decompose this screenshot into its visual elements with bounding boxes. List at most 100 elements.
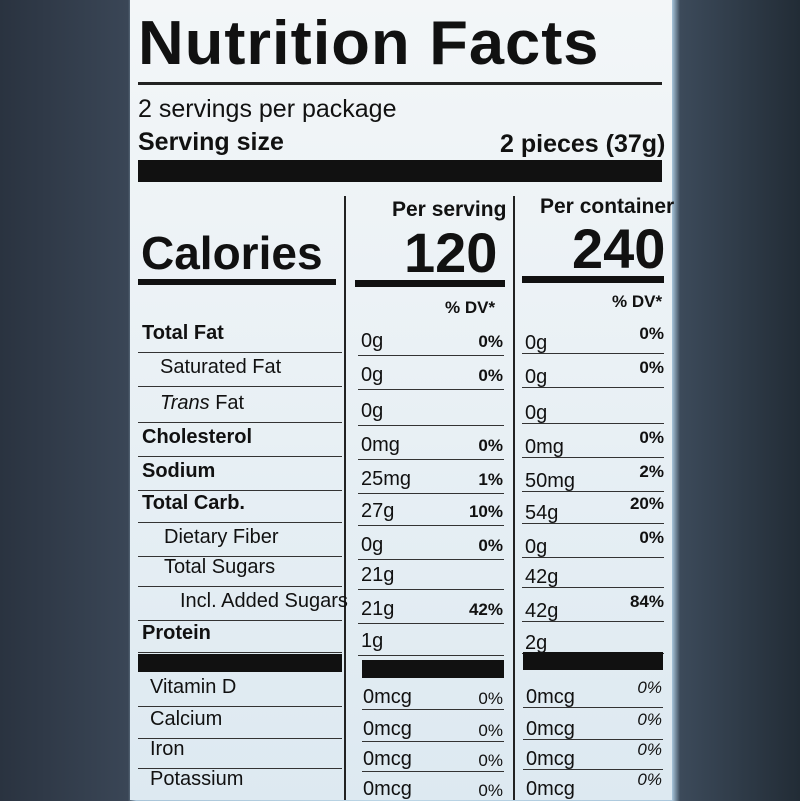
row-rule-mid xyxy=(358,559,504,560)
vitamin-serving-amount: 0mcg xyxy=(363,686,412,708)
row-rule-right xyxy=(522,491,664,492)
row-rule-left xyxy=(138,490,342,491)
dv-header-serving: % DV* xyxy=(445,298,496,317)
dv-header-container: % DV* xyxy=(612,292,663,311)
row-rule-mid xyxy=(358,425,504,426)
nutrient-name: Trans Fat xyxy=(160,392,245,414)
vitamin-serving-amount: 0mcg xyxy=(363,778,412,800)
row-rule-left xyxy=(138,586,342,587)
row-rule-mid xyxy=(358,355,504,356)
row-rule-mid xyxy=(358,655,504,656)
calories-per-serving: 120 xyxy=(404,221,498,284)
serving-amount: 0g xyxy=(361,330,384,352)
vitamin-serving-dv: 0% xyxy=(478,781,503,800)
serving-size-label: Serving size xyxy=(138,128,284,156)
nutrient-name: Sodium xyxy=(142,460,216,482)
vitamin-serving-dv: 0% xyxy=(478,721,503,740)
container-dv: 2% xyxy=(639,462,664,481)
vitamin-container-amount: 0mcg xyxy=(526,718,575,740)
calories-rule-left xyxy=(138,279,336,285)
serving-dv: 0% xyxy=(478,536,503,555)
container-dv: 84% xyxy=(629,592,664,611)
vitamin-rule-right xyxy=(523,652,663,670)
vitamin-serving-dv: 0% xyxy=(478,689,503,708)
container-dv: 0% xyxy=(639,528,664,547)
serving-amount: 21g xyxy=(361,598,395,620)
serving-amount: 1g xyxy=(361,630,384,652)
container-amount: 0g xyxy=(525,402,548,424)
row-rule-right xyxy=(522,457,664,458)
vitamin-rule-left xyxy=(138,654,342,672)
container-dv: 0% xyxy=(639,324,664,343)
nutrient-name: Dietary Fiber xyxy=(164,526,279,548)
container-amount: 0mg xyxy=(525,436,564,458)
container-amount: 50mg xyxy=(525,470,576,492)
nutrient-name: Total Fat xyxy=(142,322,224,344)
row-rule-left xyxy=(138,620,342,621)
serving-dv: 42% xyxy=(468,600,503,619)
row-rule-left xyxy=(138,352,342,353)
serving-amount: 27g xyxy=(361,500,395,522)
label-title: Nutrition Facts xyxy=(138,9,600,78)
trans-italic: Trans xyxy=(160,392,216,414)
serving-amount: 0g xyxy=(361,400,384,422)
serving-dv: 1% xyxy=(478,470,503,489)
vit-rule-mid xyxy=(362,709,504,710)
row-rule-right xyxy=(522,621,664,622)
row-rule-left xyxy=(138,522,342,523)
servings-per-package: 2 servings per package xyxy=(138,95,397,123)
calories-rule-right xyxy=(522,276,664,283)
vitamin-name: Calcium xyxy=(150,708,223,730)
row-rule-left xyxy=(138,456,342,457)
vitamin-container-amount: 0mcg xyxy=(526,778,575,800)
row-rule-mid xyxy=(358,493,504,494)
vitamin-container-dv: 0% xyxy=(637,678,662,697)
container-dv: 0% xyxy=(639,358,664,377)
container-amount: 0g xyxy=(525,366,548,388)
row-rule-mid xyxy=(358,589,504,590)
title-rule xyxy=(138,82,662,85)
row-rule-right xyxy=(522,353,664,354)
nutrient-name: Cholesterol xyxy=(142,426,253,448)
column-divider-1 xyxy=(344,196,346,800)
vitamin-container-dv: 0% xyxy=(637,770,662,789)
container-amount: 0g xyxy=(525,536,548,558)
vitamin-serving-dv: 0% xyxy=(478,751,503,770)
serving-amount: 25mg xyxy=(361,468,412,490)
nutrient-name: Total Sugars xyxy=(164,556,276,578)
vit-rule-left xyxy=(138,738,342,739)
serving-amount: 0mg xyxy=(361,434,400,456)
row-rule-right xyxy=(522,423,664,424)
row-rule-mid xyxy=(358,623,504,624)
vit-rule-left xyxy=(138,768,342,769)
vitamin-container-amount: 0mcg xyxy=(526,748,575,770)
serving-amount: 0g xyxy=(361,364,384,386)
vitamin-serving-amount: 0mcg xyxy=(363,718,412,740)
vitamin-name: Potassium xyxy=(150,768,244,790)
row-rule-right xyxy=(522,587,664,588)
thick-divider-top xyxy=(138,160,662,182)
vitamin-name: Iron xyxy=(150,738,185,760)
row-rule-mid xyxy=(358,389,504,390)
container-dv: 20% xyxy=(629,494,664,513)
vit-rule-right xyxy=(523,707,663,708)
serving-amount: 21g xyxy=(361,564,395,586)
row-rule-right xyxy=(522,557,664,558)
container-amount: 0g xyxy=(525,332,548,354)
vitamin-serving-amount: 0mcg xyxy=(363,748,412,770)
row-rule-left xyxy=(138,556,342,557)
vit-rule-mid xyxy=(362,771,504,772)
serving-dv: 0% xyxy=(478,366,503,385)
container-dv: 0% xyxy=(639,428,664,447)
header-per-container: Per container xyxy=(540,195,675,218)
vitamin-container-dv: 0% xyxy=(637,710,662,729)
calories-label: Calories xyxy=(141,227,323,279)
container-amount: 2g xyxy=(525,632,548,654)
container-amount: 54g xyxy=(525,502,559,524)
column-divider-2 xyxy=(513,196,515,800)
row-rule-right xyxy=(522,523,664,524)
row-rule-left xyxy=(138,652,342,653)
container-amount: 42g xyxy=(525,566,559,588)
serving-dv: 10% xyxy=(468,502,503,521)
calories-per-container: 240 xyxy=(572,217,666,280)
